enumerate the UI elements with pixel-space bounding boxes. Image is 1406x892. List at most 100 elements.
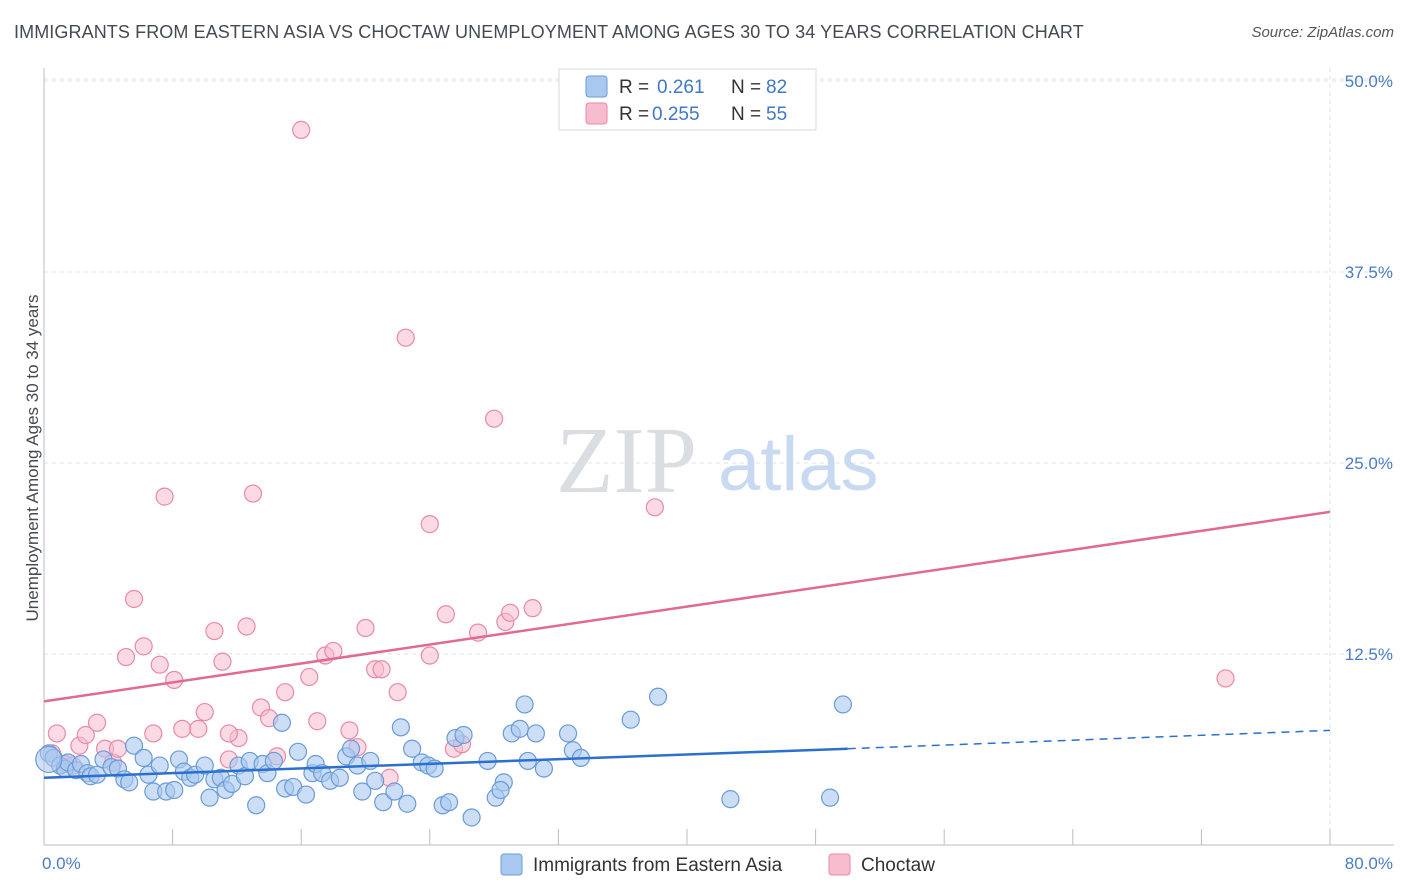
choctaw-point-40 <box>396 328 415 347</box>
choctaw-point-23 <box>237 617 256 636</box>
eastern-asia-point-55 <box>374 793 393 812</box>
y-tick-label-2: 37.5% <box>1345 263 1393 282</box>
eastern-asia-trend-line <box>43 747 848 780</box>
x-tick-label-max: 80.0% <box>1345 854 1393 873</box>
choctaw-point-11 <box>124 589 144 609</box>
watermark: ZIP atlas <box>556 409 879 513</box>
eastern-asia-point-27 <box>200 788 219 807</box>
eastern-asia-cluster-point <box>35 745 63 774</box>
eastern-asia-point-19 <box>150 756 169 775</box>
eastern-asia-point-66 <box>454 725 473 745</box>
legend-r-label-2: R = <box>619 104 649 125</box>
eastern-asia-point-78 <box>558 724 578 743</box>
bottom-legend: Immigrants from Eastern Asia Choctaw <box>500 853 935 876</box>
legend-n-value-2: 55 <box>766 104 787 125</box>
eastern-asia-point-67 <box>462 808 481 827</box>
eastern-asia-point-56 <box>385 782 404 801</box>
choctaw-point-14 <box>150 655 169 674</box>
eastern-asia-point-54 <box>366 771 385 790</box>
trend-lines <box>43 510 1331 780</box>
eastern-asia-point-52 <box>353 782 372 801</box>
y-tick-label-0: 12.5% <box>1345 645 1393 664</box>
choctaw-point-29 <box>300 667 319 687</box>
legend: R = 0.261 N = 82 R = 0.255 N = 55 <box>558 68 817 131</box>
choctaw-point-5 <box>76 725 95 745</box>
choctaw-point-54 <box>155 487 174 506</box>
choctaw-point-35 <box>356 618 375 638</box>
y-axis-label: Unemployment Among Ages 30 to 34 years <box>23 295 42 622</box>
eastern-asia-point-81 <box>621 710 640 729</box>
bottom-legend-label-eastern-asia: Immigrants from Eastern Asia <box>533 855 783 876</box>
eastern-asia-point-21 <box>165 780 184 800</box>
eastern-asia-point-74 <box>515 695 534 714</box>
eastern-asia-point-71 <box>491 780 510 800</box>
eastern-asia-point-59 <box>403 739 422 758</box>
eastern-asia-point-43 <box>296 785 316 804</box>
eastern-asia-point-84 <box>820 788 840 807</box>
eastern-asia-trend-extension <box>847 729 1331 750</box>
choctaw-point-12 <box>134 637 153 656</box>
eastern-asia-point-39 <box>272 713 292 732</box>
choctaw-point-42 <box>436 605 455 624</box>
chart-source: Source: ZipAtlas.com <box>1251 24 1394 41</box>
eastern-asia-point-15 <box>124 736 144 755</box>
chart-title: IMMIGRANTS FROM EASTERN ASIA VS CHOCTAW … <box>14 22 1084 42</box>
eastern-asia-point-64 <box>439 793 459 812</box>
watermark-zip: ZIP <box>556 409 697 513</box>
choctaw-trend-line <box>43 510 1331 703</box>
choctaw-point-17 <box>189 719 208 738</box>
choctaw-point-53 <box>1216 669 1235 688</box>
eastern-asia-point-38 <box>264 751 283 771</box>
legend-n-label-2: N = <box>731 104 761 125</box>
choctaw-point-18 <box>195 702 214 722</box>
eastern-asia-point-42 <box>288 742 308 761</box>
eastern-asia-point-77 <box>534 759 554 778</box>
legend-r-value-2: 0.255 <box>652 104 700 125</box>
eastern-asia-point-73 <box>510 719 529 738</box>
choctaw-point-16 <box>173 719 192 738</box>
bottom-legend-swatch-eastern-asia <box>500 853 523 876</box>
eastern-asia-point-35 <box>247 796 266 815</box>
legend-r-value-1: 0.261 <box>657 77 705 98</box>
choctaw-point-27 <box>276 683 295 702</box>
eastern-asia-point-58 <box>398 794 417 813</box>
legend-n-value-1: 82 <box>766 77 787 98</box>
eastern-asia-points <box>35 687 853 827</box>
eastern-asia-point-76 <box>526 724 545 743</box>
choctaw-point-48 <box>501 603 520 622</box>
choctaw-point-33 <box>340 721 359 740</box>
legend-n-label-1: N = <box>731 77 761 98</box>
choctaw-point-46 <box>485 409 504 428</box>
watermark-atlas: atlas <box>718 422 879 507</box>
choctaw-point-37 <box>372 660 391 679</box>
choctaw-point-52 <box>645 498 664 517</box>
choctaw-point-10 <box>116 647 136 667</box>
axes <box>43 68 1394 846</box>
eastern-asia-point-26 <box>195 756 214 775</box>
eastern-asia-point-57 <box>391 718 410 737</box>
choctaw-point-6 <box>87 713 107 732</box>
y-tick-label-3: 50.0% <box>1345 72 1393 91</box>
eastern-asia-point-82 <box>648 687 668 706</box>
legend-r-label-1: R = <box>619 77 649 98</box>
choctaw-point-51 <box>420 646 439 665</box>
legend-swatch-eastern-asia <box>585 75 608 98</box>
eastern-asia-point-14 <box>120 773 139 792</box>
x-tick-label-min: 0.0% <box>42 854 81 873</box>
eastern-asia-point-16 <box>134 748 153 768</box>
choctaw-point-41 <box>420 515 439 534</box>
choctaw-point-1 <box>47 724 66 743</box>
eastern-asia-point-85 <box>833 695 853 714</box>
legend-swatch-choctaw <box>585 102 608 125</box>
eastern-asia-point-48 <box>330 768 349 787</box>
choctaw-point-20 <box>213 652 232 671</box>
eastern-asia-point-83 <box>721 790 740 809</box>
y-tick-label-1: 25.0% <box>1345 454 1393 473</box>
choctaw-point-19 <box>205 621 224 641</box>
choctaw-point-55 <box>243 484 263 503</box>
bottom-legend-label-choctaw: Choctaw <box>861 855 935 876</box>
eastern-asia-point-50 <box>341 739 361 758</box>
y-tick-labels: 12.5% 25.0% 37.5% 50.0% <box>1345 72 1393 664</box>
bottom-legend-swatch-choctaw <box>828 853 851 876</box>
